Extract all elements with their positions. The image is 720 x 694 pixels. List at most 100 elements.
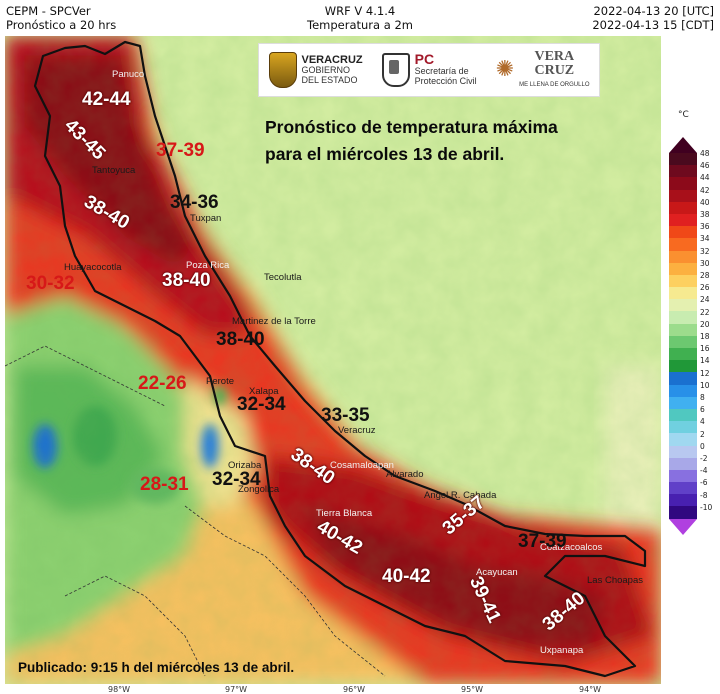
colorbar-cell — [669, 433, 697, 446]
colorbar — [669, 137, 697, 535]
temp-range-label: 37-39 — [518, 531, 567, 552]
colorbar-cell — [669, 469, 697, 483]
colorbar-tick-label: 42 — [700, 185, 710, 195]
lon-tick: 98°W — [108, 685, 131, 694]
model-version-label: WRF V 4.1.4 — [324, 4, 396, 18]
proteccion-civil-logo: PC Secretaría de Protección Civil — [381, 52, 477, 87]
colorbar-tick-label: 28 — [700, 271, 710, 280]
cdt-timestamp: 2022-04-13 15 [CDT] — [592, 18, 714, 32]
place-label: Perote — [206, 376, 234, 387]
place-label: Coatzacoalcos — [540, 542, 603, 553]
place-label: Martinez de la Torre — [232, 316, 316, 327]
institution-logos: VERACRUZ GOBIERNO DEL ESTADO PC Secretar… — [258, 43, 600, 97]
veracruz-orgullo-logo: ✺ VERA CRUZ ME LLENA DE ORGULLO — [496, 50, 590, 90]
colorbar-tick-label: 46 — [700, 161, 710, 171]
lon-tick: 97°W — [225, 685, 248, 694]
temp-range-label: 38-40 — [216, 329, 265, 350]
lon-tick: 95°W — [461, 685, 484, 694]
logo-veracruz-title: VERACRUZ — [301, 54, 363, 66]
variable-label: Temperatura a 2m — [307, 18, 413, 32]
vc-star-icon: ✺ — [495, 57, 515, 82]
colorbar-top-arrow — [669, 137, 697, 153]
temp-range-label: 42-44 — [82, 89, 131, 110]
colorbar-tick-label: 4 — [700, 417, 705, 427]
colorbar-cell — [669, 226, 697, 239]
header-left: CEPM - SPCVer Pronóstico a 20 hrs — [6, 4, 116, 32]
colorbar-tick-label: 12 — [700, 368, 710, 378]
colorbar-cell — [669, 274, 697, 288]
colorbar-tick-label: 30 — [700, 258, 710, 268]
colorbar-cell — [669, 189, 697, 202]
pc-shield-icon — [381, 53, 410, 87]
colorbar-cell — [669, 384, 697, 397]
forecast-lead-label: Pronóstico a 20 hrs — [6, 18, 117, 32]
colorbar-tick-label: -10 — [700, 502, 713, 512]
colorbar-tick-label: -8 — [700, 490, 708, 500]
colorbar-tick-label: 26 — [700, 283, 710, 293]
temp-range-label: 37-39 — [156, 140, 205, 161]
colorbar-tick-label: 22 — [700, 307, 710, 317]
colorbar-cell — [669, 457, 697, 470]
map-title: Pronóstico de temperatura máxima para el… — [265, 114, 558, 168]
colorbar-tick-label: -2 — [700, 454, 708, 463]
colorbar-cell — [669, 421, 697, 434]
temp-range-label: 33-35 — [321, 405, 370, 426]
vc-line1: VERA — [534, 49, 575, 64]
colorbar-tick-label: 6 — [700, 405, 705, 415]
colorbar-cell — [669, 372, 697, 385]
lon-tick: 94°W — [579, 685, 602, 694]
lon-tick: 96°W — [343, 685, 366, 694]
header-right: 2022-04-13 20 [UTC] 2022-04-13 15 [CDT] — [592, 4, 714, 32]
colorbar-tick-label: 0 — [700, 441, 705, 451]
colorbar-tick-label: 32 — [700, 246, 710, 256]
colorbar-cell — [669, 408, 697, 422]
state-boundary — [33, 40, 647, 678]
colorbar-cell — [669, 213, 697, 227]
temp-range-label: 22-26 — [138, 373, 187, 394]
place-label: Tecolutla — [264, 272, 302, 283]
publication-note: Publicado: 9:15 h del miércoles 13 de ab… — [18, 660, 295, 675]
header-center: WRF V 4.1.4 Temperatura a 2m — [0, 4, 720, 32]
colorbar-bottom-arrow — [669, 518, 697, 535]
colorbar-tick-label: 16 — [700, 344, 710, 354]
colorbar-cell — [669, 153, 697, 166]
colorbar-tick-label: 48 — [700, 149, 710, 158]
colorbar-tick-label: 40 — [700, 197, 710, 207]
place-label: Acayucan — [476, 567, 518, 578]
place-label: Panuco — [112, 69, 145, 80]
place-label: Angel R. Cabada — [424, 490, 497, 501]
colorbar-cell — [669, 262, 697, 275]
colorbar-tick-label: 38 — [700, 210, 710, 219]
place-label: Xalapa — [249, 386, 279, 397]
map-canvas — [5, 36, 661, 684]
colorbar-tick-label: 18 — [700, 332, 710, 341]
municipal-line-2 — [184, 505, 386, 677]
temp-range-label: 32-34 — [212, 469, 261, 490]
colorbar-cell — [669, 238, 697, 251]
colorbar-unit: °C — [678, 110, 689, 120]
place-label: Cosamaloapan — [330, 460, 394, 471]
place-label: Uxpanapa — [540, 645, 584, 656]
place-label: Huayacocotla — [64, 262, 122, 273]
pc-line1: Secretaría de — [414, 66, 469, 76]
colorbar-cell — [669, 165, 697, 178]
place-label: Las Choapas — [587, 575, 643, 586]
place-label: Veracruz — [338, 425, 376, 436]
colorbar-cell — [669, 287, 697, 300]
colorbar-tick-label: 14 — [700, 356, 710, 366]
place-label: Zongolica — [238, 484, 280, 495]
colorbar-cell — [669, 177, 697, 190]
title-line2: para el miércoles 13 de abril. — [265, 144, 505, 164]
colorbar-cell — [669, 482, 697, 495]
colorbar-cell — [669, 396, 697, 409]
temp-range-label: 34-36 — [170, 192, 219, 213]
pc-line2: Protección Civil — [414, 76, 477, 86]
temp-range-label: 40-42 — [382, 566, 431, 587]
place-label: Orizaba — [228, 460, 262, 471]
colorbar-cell — [669, 335, 697, 348]
colorbar-cell — [669, 506, 697, 519]
colorbar-cell — [669, 299, 697, 312]
colorbar-tick-label: 2 — [700, 429, 705, 439]
colorbar-tick-label: 44 — [700, 173, 710, 183]
colorbar-cell — [669, 250, 697, 263]
